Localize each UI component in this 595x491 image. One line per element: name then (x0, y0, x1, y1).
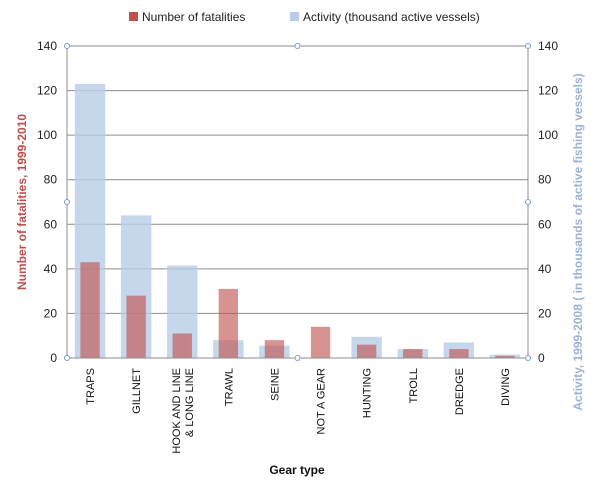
category-label: HUNTING (362, 368, 374, 418)
selection-handle (525, 43, 531, 49)
left-tick-label: 140 (37, 39, 57, 53)
category-labels: TRAPS GILLNET HOOK AND LINE & LONG LINE TRAW… (85, 368, 512, 454)
selection-handle (525, 355, 531, 361)
legend-label-activity: Activity (thousand active vessels) (303, 10, 480, 24)
y-axis-title: Number of fatalities, 1999-2010 (15, 114, 29, 290)
left-tick-label: 40 (44, 262, 58, 276)
left-tick-label: 80 (44, 173, 58, 187)
fatality-bar (264, 340, 285, 358)
selection-handle (294, 43, 301, 49)
right-tick-label: 100 (538, 128, 558, 142)
category-label: NOT A GEAR (316, 368, 328, 434)
y2-axis-title: Activity, 1999-2008 ( in thousands of ac… (571, 73, 585, 410)
category-label: SEINE (269, 368, 281, 401)
legend-swatch-fatalities (129, 12, 138, 21)
right-tick-label: 140 (538, 39, 558, 53)
fatality-bar (126, 295, 146, 358)
fatality-bar (495, 355, 515, 358)
category-label: & LONG LINE (184, 368, 196, 437)
right-tick-label: 40 (538, 262, 552, 276)
category-label: DIVING (500, 368, 512, 406)
fatality-bar (218, 288, 239, 358)
selection-handle (64, 43, 70, 49)
fatality-bar (80, 262, 100, 358)
left-tick-label: 60 (44, 217, 58, 231)
right-axis-ticks: 0 20 40 60 80 100 120 140 (538, 39, 558, 365)
right-tick-label: 20 (538, 306, 552, 320)
fatality-bars (80, 262, 515, 358)
fatality-bar (310, 326, 331, 358)
category-label: DREDGE (454, 368, 466, 415)
selection-handle (294, 355, 301, 361)
right-tick-label: 80 (538, 173, 552, 187)
x-axis-title: Gear type (269, 463, 325, 477)
fatality-bar (449, 349, 469, 358)
left-tick-label: 20 (44, 306, 58, 320)
legend-swatch-activity (290, 12, 299, 21)
legend-label-fatalities: Number of fatalities (142, 10, 245, 24)
left-axis-ticks: 0 20 40 60 80 100 120 140 (37, 39, 57, 365)
selection-handle (525, 199, 531, 205)
left-tick-label: 120 (37, 84, 57, 98)
category-label: TRAWL (223, 368, 235, 406)
selection-handle (64, 199, 70, 205)
fatality-bar (356, 344, 377, 358)
fatality-bar (172, 333, 192, 358)
left-tick-label: 100 (37, 128, 57, 142)
right-tick-label: 60 (538, 217, 552, 231)
axes (64, 43, 531, 361)
category-label: TROLL (408, 368, 420, 403)
left-tick-label: 0 (50, 351, 57, 365)
fatality-bar (403, 349, 423, 358)
legend: Number of fatalities Activity (thousand … (129, 10, 480, 24)
right-tick-label: 120 (538, 84, 558, 98)
category-label: TRAPS (85, 368, 97, 405)
right-tick-label: 0 (538, 351, 545, 365)
category-label: HOOK AND LINE (171, 368, 183, 454)
selection-handle (64, 355, 70, 361)
category-label: GILLNET (131, 368, 143, 414)
